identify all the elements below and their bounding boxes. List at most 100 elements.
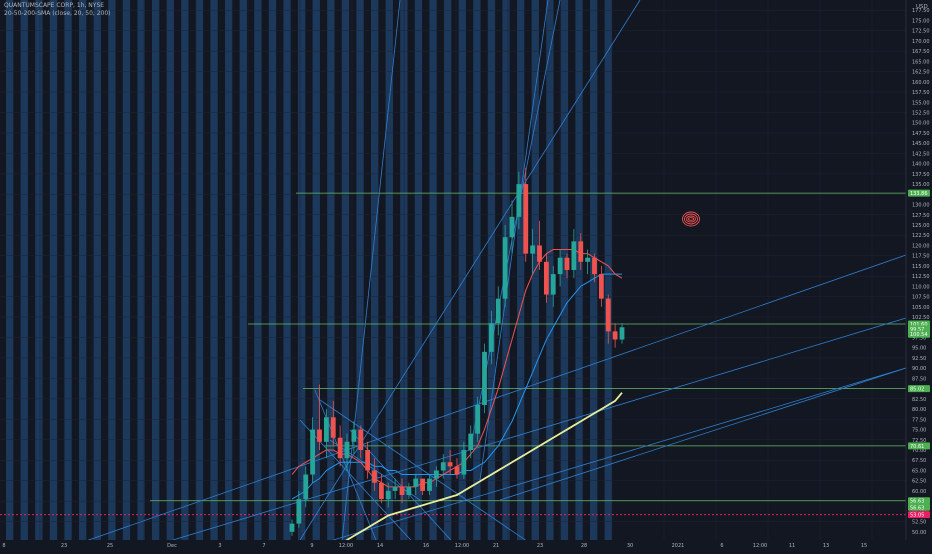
session-band <box>166 0 174 540</box>
candle[interactable] <box>502 237 508 299</box>
candle[interactable] <box>365 450 371 471</box>
symbol-title[interactable]: QUANTUMSCAPE CORP, 1h, NYSE <box>4 2 105 9</box>
price-tick-label: 50.00 <box>912 530 926 536</box>
time-axis[interactable]: 8 23 25 Dec 3 7 9 12:00 14 16 12:00 21 23 28 30 2021 6 12… <box>0 540 932 550</box>
trend-line[interactable] <box>499 367 907 501</box>
candle[interactable] <box>530 245 536 254</box>
candle[interactable] <box>543 261 549 295</box>
candle[interactable] <box>358 429 364 450</box>
candle[interactable] <box>495 298 501 324</box>
candle[interactable] <box>612 331 618 340</box>
candle[interactable] <box>454 466 460 475</box>
session-band <box>225 0 233 540</box>
candle[interactable] <box>578 241 584 262</box>
candle[interactable] <box>420 478 426 491</box>
time-tick-label: 3 <box>218 543 221 549</box>
price-tick-label: 175.00 <box>912 18 930 24</box>
candle[interactable] <box>482 351 487 405</box>
candle[interactable] <box>468 433 474 450</box>
price-tick-label: 135.00 <box>912 182 930 188</box>
candle[interactable] <box>537 245 542 262</box>
candle[interactable] <box>550 274 556 295</box>
candle[interactable] <box>461 450 467 475</box>
price-label-tag <box>908 385 930 393</box>
candle[interactable] <box>523 184 529 254</box>
session-band <box>239 0 247 540</box>
trend-line[interactable] <box>299 0 641 541</box>
trend-line[interactable] <box>479 0 549 481</box>
session-band <box>458 0 466 540</box>
price-tick-label: 105.00 <box>912 305 930 311</box>
indicator-title[interactable]: 20-50-200-SMA (close, 20, 50, 200) <box>4 10 111 17</box>
session-band <box>298 0 306 540</box>
session-band <box>49 0 58 540</box>
price-tick-label: 110.00 <box>912 284 930 290</box>
time-axis-bg <box>0 540 932 550</box>
candle[interactable] <box>337 437 343 459</box>
candle[interactable] <box>303 474 309 500</box>
trend-line[interactable] <box>314 389 381 551</box>
candle[interactable] <box>475 405 481 434</box>
price-label-tag <box>908 325 930 333</box>
candles[interactable] <box>289 167 625 536</box>
session-band <box>152 0 160 540</box>
candle[interactable] <box>330 417 336 438</box>
price-tick-label: 125.00 <box>912 223 930 229</box>
candle[interactable] <box>399 486 405 495</box>
candle[interactable] <box>296 499 302 524</box>
horizontal-levels[interactable] <box>0 192 906 516</box>
candle[interactable] <box>378 482 384 500</box>
session-band <box>575 0 583 540</box>
candle[interactable] <box>488 323 494 352</box>
candle[interactable] <box>392 486 398 491</box>
trend-line[interactable] <box>139 317 907 551</box>
session-band <box>195 0 204 540</box>
session-band <box>444 0 452 540</box>
target-icon[interactable] <box>682 211 700 227</box>
candle[interactable] <box>598 274 604 299</box>
candle[interactable] <box>440 462 446 471</box>
candle[interactable] <box>317 429 322 442</box>
candle[interactable] <box>433 470 439 479</box>
trend-line[interactable] <box>299 367 907 551</box>
candle[interactable] <box>323 417 329 442</box>
candle[interactable] <box>564 257 570 270</box>
candle[interactable] <box>289 523 295 532</box>
price-tick-label: 170.00 <box>912 39 930 45</box>
price-tick-label: 95.00 <box>912 346 926 352</box>
price-tick-label: 162.50 <box>912 70 930 76</box>
price-tick-label: 117.50 <box>912 254 930 260</box>
candle[interactable] <box>372 470 377 483</box>
candle[interactable] <box>571 241 577 270</box>
price-label-text: 99.57 <box>910 327 924 333</box>
candle[interactable] <box>447 462 453 467</box>
candle[interactable] <box>406 486 412 495</box>
session-band <box>560 0 569 540</box>
candle[interactable] <box>605 298 611 332</box>
candle[interactable] <box>592 257 597 275</box>
candle[interactable] <box>344 441 350 459</box>
grid-lines <box>0 0 925 540</box>
candle[interactable] <box>427 478 432 491</box>
candle[interactable] <box>516 184 522 217</box>
pink-label-tag <box>908 511 930 519</box>
price-tick-label: 145.00 <box>912 141 930 147</box>
candle[interactable] <box>351 429 357 442</box>
session-bands <box>6 0 612 540</box>
time-tick-label: 9 <box>310 543 313 549</box>
price-tick-label: 140.00 <box>912 162 930 168</box>
price-tick-label: 102.50 <box>912 315 930 321</box>
trend-line[interactable] <box>340 0 401 554</box>
candle[interactable] <box>585 257 591 262</box>
candle[interactable] <box>509 216 515 238</box>
candle[interactable] <box>385 490 391 500</box>
candle[interactable] <box>557 257 563 275</box>
session-band <box>487 0 496 540</box>
candle[interactable] <box>310 429 316 475</box>
candle[interactable] <box>413 478 419 487</box>
candle[interactable] <box>619 327 625 340</box>
